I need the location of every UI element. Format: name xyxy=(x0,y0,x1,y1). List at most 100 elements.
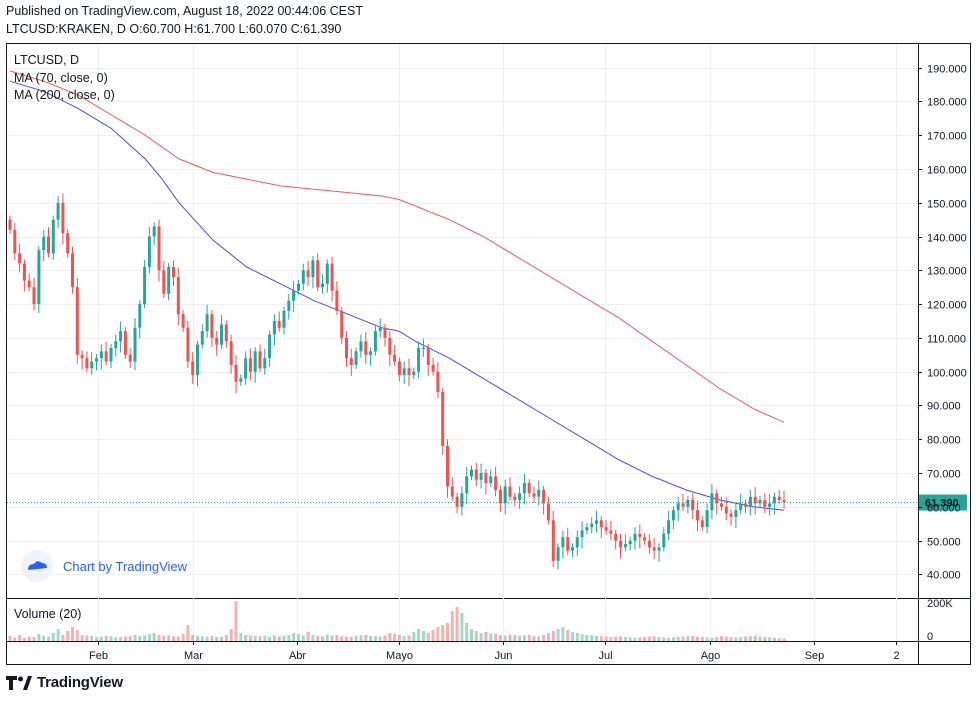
candle-body xyxy=(325,263,329,284)
volume-bar xyxy=(37,634,41,641)
volume-bar xyxy=(104,635,108,641)
last-price-label: 61.390 xyxy=(925,498,959,510)
candle-body xyxy=(316,260,320,288)
candle-body xyxy=(364,341,368,355)
last-price-badge xyxy=(919,494,967,511)
volume-bar xyxy=(200,636,204,641)
volume-bar xyxy=(724,636,728,641)
candle-body xyxy=(402,368,406,376)
candle-body xyxy=(354,351,358,365)
volume-bar xyxy=(441,625,445,641)
volume-bar xyxy=(47,636,50,641)
candle-body xyxy=(128,354,132,362)
ma200-line xyxy=(9,70,785,423)
volume-bar xyxy=(590,635,594,641)
volume-bar xyxy=(479,633,483,641)
candle-body xyxy=(527,483,531,494)
volume-bar xyxy=(681,636,685,641)
price-axis-label: 90.000 xyxy=(927,401,961,413)
candle-body xyxy=(744,503,748,507)
candle-body xyxy=(393,354,397,362)
volume-bar xyxy=(196,635,199,641)
volume-bar xyxy=(518,635,522,641)
volume-bar xyxy=(325,634,329,641)
candle-body xyxy=(253,351,257,372)
candle-body xyxy=(571,547,574,551)
candle-body xyxy=(138,304,142,328)
volume-bar xyxy=(633,637,637,641)
volume-bar xyxy=(522,635,526,641)
candle-body xyxy=(71,253,74,288)
candle-body xyxy=(599,520,603,528)
volume-bar xyxy=(345,636,348,641)
candle-body xyxy=(460,493,464,507)
candle-body xyxy=(186,327,190,362)
candle-body xyxy=(614,533,618,541)
candle-body xyxy=(248,358,252,372)
candle-body xyxy=(585,527,589,531)
volume-bar xyxy=(691,635,695,641)
volume-bar xyxy=(263,635,267,641)
footer-brand[interactable]: TradingView xyxy=(6,674,123,691)
volume-bar xyxy=(229,629,233,641)
candle-body xyxy=(349,358,353,365)
candle-body xyxy=(301,270,305,284)
volume-bar xyxy=(373,636,377,641)
candle-body xyxy=(436,371,440,392)
candle-body xyxy=(123,331,127,355)
candle-body xyxy=(537,489,541,497)
candle-body xyxy=(37,250,41,305)
volume-bar xyxy=(662,637,666,641)
ma70-line-group xyxy=(9,80,785,511)
candle-body xyxy=(532,493,536,497)
candle-body xyxy=(383,327,387,338)
volume-bar xyxy=(80,635,84,641)
tradingview-watermark[interactable]: Chart by TradingView xyxy=(21,550,188,582)
candle-body xyxy=(623,544,627,548)
candle-body xyxy=(66,233,70,254)
volume-bar xyxy=(623,637,627,641)
volume-bar xyxy=(696,636,699,641)
volume-bar xyxy=(412,632,416,641)
volume-bar xyxy=(763,637,767,641)
price-axis-label: 80.000 xyxy=(927,435,961,447)
volume-bar xyxy=(99,636,103,641)
volume-bar xyxy=(330,635,334,641)
candle-body xyxy=(739,503,743,511)
candle-body xyxy=(282,310,286,328)
volume-bar xyxy=(571,632,574,641)
volume-bar xyxy=(446,623,449,641)
candle-body xyxy=(119,331,123,342)
candle-body xyxy=(306,270,310,278)
volume-bar xyxy=(181,634,185,641)
candle-body xyxy=(441,391,445,446)
volume-bar xyxy=(162,635,166,641)
candle-body xyxy=(330,263,334,291)
volume-bar xyxy=(604,636,608,641)
candle-body xyxy=(782,500,786,503)
volume-bar xyxy=(13,637,17,641)
candle-body xyxy=(340,310,344,338)
volume-bar xyxy=(546,633,550,641)
candle-body xyxy=(503,486,507,504)
volume-bar xyxy=(599,636,603,641)
footer-brand-text: TradingView xyxy=(37,674,123,691)
volume-bar xyxy=(513,635,517,641)
candle-body xyxy=(768,503,772,507)
volume-bar xyxy=(465,623,469,641)
candle-body xyxy=(27,280,31,288)
published-header: Published on TradingView.com, August 18,… xyxy=(6,4,363,18)
time-axis-labels: Feb Mar Abr Mayo Jun Jul Ago Sep 2 xyxy=(89,641,900,662)
volume-bar xyxy=(176,636,180,641)
volume-bar xyxy=(349,637,353,641)
volume-bar xyxy=(667,637,671,641)
volume-bar xyxy=(172,636,175,641)
volume-bar xyxy=(700,637,704,641)
volume-bar xyxy=(671,637,675,641)
candle-body xyxy=(157,226,161,271)
candle-body xyxy=(724,506,728,514)
candle-body xyxy=(474,469,478,480)
candle-body xyxy=(311,260,315,278)
volume-bar xyxy=(248,635,252,641)
